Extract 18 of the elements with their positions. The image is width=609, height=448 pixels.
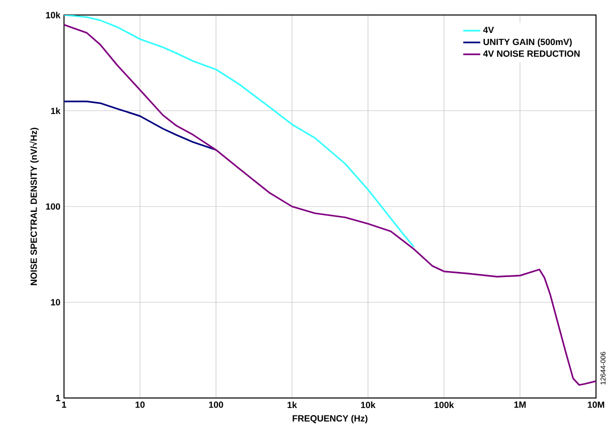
y-tick-label: 100 (46, 203, 60, 210)
y-tick-label: 10 (51, 299, 60, 306)
legend-label: 4V (483, 26, 494, 34)
y-tick-label: 1 (56, 394, 60, 402)
x-tick-label: 100 (209, 402, 224, 408)
x-tick-label: 100k (434, 402, 454, 408)
x-tick-label: 1M (514, 402, 526, 408)
x-tick-label: 1k (288, 402, 297, 408)
legend-label: 4V NOISE REDUCTION (483, 50, 580, 57)
y-tick-label: 1k (51, 107, 60, 114)
y-axis-title: NOISE SPECTRAL DENSITY (nV/√Hz) (30, 128, 39, 286)
x-axis-title: FREQUENCY (Hz) (292, 414, 368, 424)
y-tick-label: 10k (46, 12, 60, 18)
x-tick-label: 10k (361, 402, 376, 408)
x-tick-label: 10M (588, 402, 604, 408)
legend-label: UNITY GAIN (500mV) (484, 38, 572, 47)
x-tick-label: 1 (62, 402, 66, 408)
x-tick-label: 10 (136, 402, 145, 408)
